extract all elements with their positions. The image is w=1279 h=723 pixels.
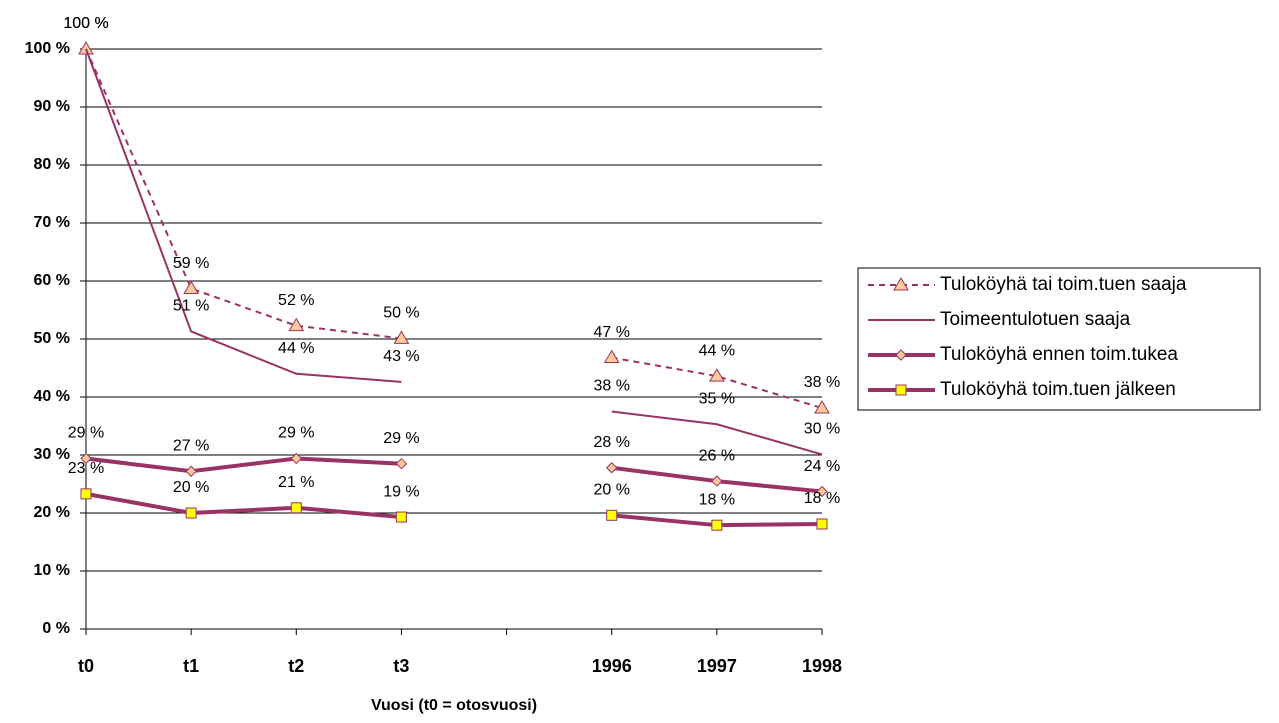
data-label: 26 %	[699, 447, 735, 464]
data-point	[814, 400, 830, 414]
data-label: 43 %	[383, 348, 419, 365]
y-tick-label: 0 %	[42, 620, 70, 637]
data-point	[606, 462, 618, 474]
y-tick-label: 70 %	[34, 214, 70, 231]
data-label: 50 %	[383, 305, 419, 322]
y-tick-label: 90 %	[34, 98, 70, 115]
data-label: 29 %	[278, 425, 314, 442]
data-label: 19 %	[383, 483, 419, 500]
series-line	[85, 48, 823, 409]
data-point	[393, 330, 410, 344]
data-label: 29 %	[383, 430, 419, 447]
data-label: 24 %	[804, 458, 840, 475]
legend-marker	[895, 349, 907, 361]
data-label: 52 %	[278, 292, 314, 309]
y-tick-label: 80 %	[34, 156, 70, 173]
x-tick-label: 1998	[802, 656, 842, 676]
x-tick-label: t3	[393, 656, 409, 676]
x-tick-label: t2	[288, 656, 304, 676]
data-label: 28 %	[593, 434, 629, 451]
data-point	[183, 280, 200, 295]
data-point	[395, 457, 408, 470]
x-tick-label: 1997	[697, 656, 737, 676]
y-tick-label: 60 %	[34, 272, 70, 289]
data-point	[708, 368, 725, 382]
data-label: 38 %	[593, 378, 629, 395]
data-label: 44 %	[278, 340, 314, 357]
legend-marker	[895, 384, 907, 396]
data-point	[603, 349, 620, 364]
data-label: 100 %	[63, 15, 108, 32]
data-label: 51 %	[173, 298, 209, 315]
data-label: 18 %	[804, 490, 840, 507]
y-tick-label: 20 %	[34, 504, 70, 521]
data-label: 18 %	[699, 491, 735, 508]
data-label: 23 %	[68, 460, 104, 477]
data-label: 21 %	[278, 474, 314, 491]
data-label: 59 %	[173, 255, 209, 272]
data-label: 30 %	[804, 421, 840, 438]
data-label: 100 %	[63, 15, 108, 32]
x-axis-label: Vuosi (t0 = otosvuosi)	[371, 697, 537, 714]
data-point	[185, 507, 197, 519]
x-tick-label: t1	[183, 656, 199, 676]
y-tick-label: 40 %	[34, 388, 70, 405]
data-point	[711, 519, 723, 531]
data-label: 29 %	[68, 425, 104, 442]
data-point	[816, 485, 828, 498]
series-line	[85, 48, 823, 456]
data-point	[290, 452, 302, 465]
data-point	[185, 465, 197, 477]
legend-label: Toimeentulotuen saaja	[940, 309, 1131, 330]
y-tick-label: 100 %	[25, 40, 70, 57]
data-point	[711, 475, 723, 487]
data-point	[288, 317, 305, 332]
data-label: 44 %	[699, 342, 735, 359]
y-tick-label: 10 %	[34, 562, 70, 579]
data-point	[78, 41, 94, 55]
data-point	[606, 509, 618, 521]
legend-marker	[893, 277, 909, 291]
data-point	[395, 511, 407, 523]
data-label: 27 %	[173, 437, 209, 454]
legend-label: Tuloköyhä toim.tuen jälkeen	[940, 379, 1176, 400]
legend-label: Tuloköyhä tai toim.tuen saaja	[940, 274, 1187, 295]
x-tick-label: 1996	[592, 656, 632, 676]
legend-label: Tuloköyhä ennen toim.tukea	[940, 344, 1178, 365]
legend-box	[857, 267, 1261, 411]
data-label: 38 %	[804, 374, 840, 391]
data-point	[816, 518, 828, 530]
y-tick-label: 30 %	[34, 446, 70, 463]
data-point	[80, 488, 92, 500]
y-tick-label: 50 %	[34, 330, 70, 347]
data-label: 35 %	[699, 390, 735, 407]
data-label: 20 %	[173, 479, 209, 496]
data-label: 20 %	[593, 482, 629, 499]
data-point	[290, 502, 302, 514]
x-tick-label: t0	[78, 656, 94, 676]
data-label: 47 %	[593, 324, 629, 341]
data-point	[80, 452, 92, 465]
